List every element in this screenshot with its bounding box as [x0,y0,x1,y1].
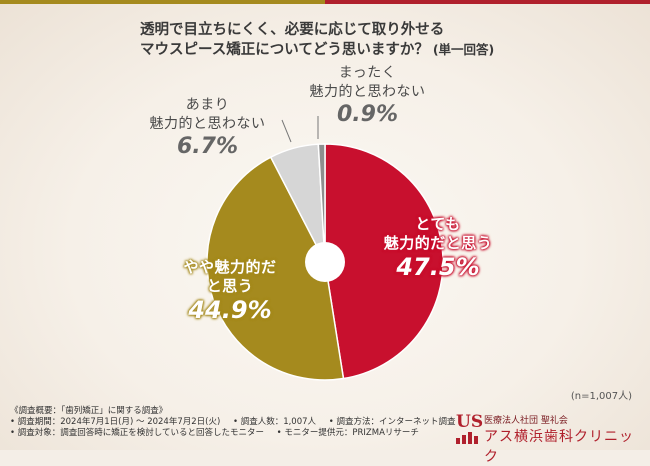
clinic-logo: US 医療法人社団 聖礼会 アス横浜歯科クリニック [456,412,646,465]
pie-slice-1 [324,143,444,380]
footer-title: 《調査概要：「歯列矯正」に関する調査》 [10,406,168,416]
footer-count: • 調査人数：1,007人 [232,417,317,427]
footer-period: • 調査期間：2024年7月1日(月) 〜 2024年7月2日(火) [10,417,221,427]
pct-somewhat-attractive: 44.9% [188,296,272,324]
logo-subtitle: 医療法人社団 聖礼会 [484,416,568,426]
sample-size-note: (n=1,007人) [570,391,632,402]
top-accent-bar [0,0,650,4]
survey-footer: 《調査概要：「歯列矯正」に関する調査》 • 調査期間：2024年7月1日(月) … [10,406,465,439]
donut-hole [305,242,345,282]
label-very-attractive: とても 魅力的だと思う 47.5% [378,215,498,281]
pie-slice-2 [206,156,345,381]
label-somewhat-attractive: やや魅力的だ と思う 44.9% [170,258,290,324]
footer-method: • 調査方法：インターネット調査 [328,417,456,427]
leader-line-notmuch [281,119,292,143]
logo-clinic-name: アス横浜歯科クリニック [484,429,634,465]
title-line-1: 透明で目立ちにくく、必要に応じて取り外せる [140,22,445,38]
pct-not-very-attractive: 6.7% [176,134,238,159]
pct-not-attractive-at-all: 0.9% [336,102,398,127]
logo-mark: US [456,412,484,432]
logo-bars-icon [456,432,480,444]
footer-target: • 調査対象：調査回答時に矯正を検討していると回答したモニター [10,428,264,438]
title-suffix: (単一回答) [432,42,495,57]
footer-provider: • モニター提供元：PRIZMAリサーチ [276,428,419,438]
label-not-attractive-at-all: まったく 魅力的と思わない 0.9% [300,64,435,128]
pct-very-attractive: 47.5% [396,253,480,281]
chart-title: 透明で目立ちにくく、必要に応じて取り外せる マウスピース矯正についてどう思います… [140,20,600,60]
title-line-2: マウスピース矯正についてどう思いますか？ [140,42,429,58]
label-not-very-attractive: あまり 魅力的と思わない 6.7% [140,96,275,160]
pie-chart [206,116,444,381]
pie-slice-4 [317,143,326,263]
